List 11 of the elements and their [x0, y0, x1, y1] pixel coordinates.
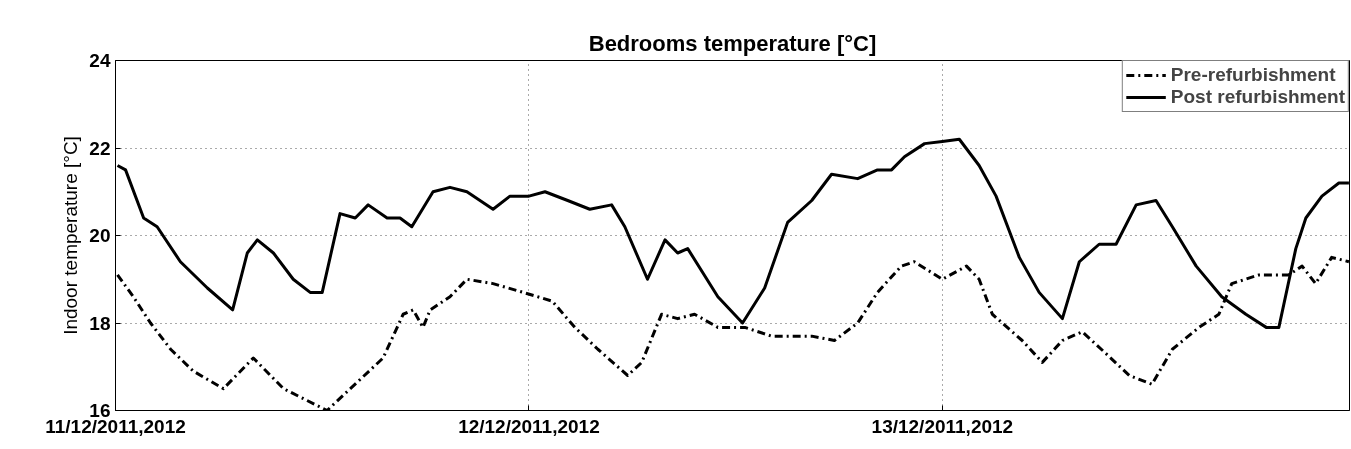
- y-tick-label: 20: [89, 225, 111, 246]
- chart-title: Bedrooms temperature [°C]: [588, 30, 877, 56]
- y-tick-label: 24: [89, 50, 111, 71]
- y-axis-title: Indoor temperature [°C]: [60, 136, 82, 335]
- legend-label: Post refurbishment: [1170, 86, 1345, 108]
- y-tick-label: 18: [89, 312, 111, 334]
- x-tick-label: 13/12/2011,2012: [871, 415, 1014, 437]
- x-tick-label: 12/12/2011,2012: [458, 415, 600, 437]
- legend-label: Pre-refurbishment: [1170, 64, 1336, 86]
- y-tick-label: 22: [89, 137, 111, 159]
- y-tick-label: 16: [89, 400, 111, 421]
